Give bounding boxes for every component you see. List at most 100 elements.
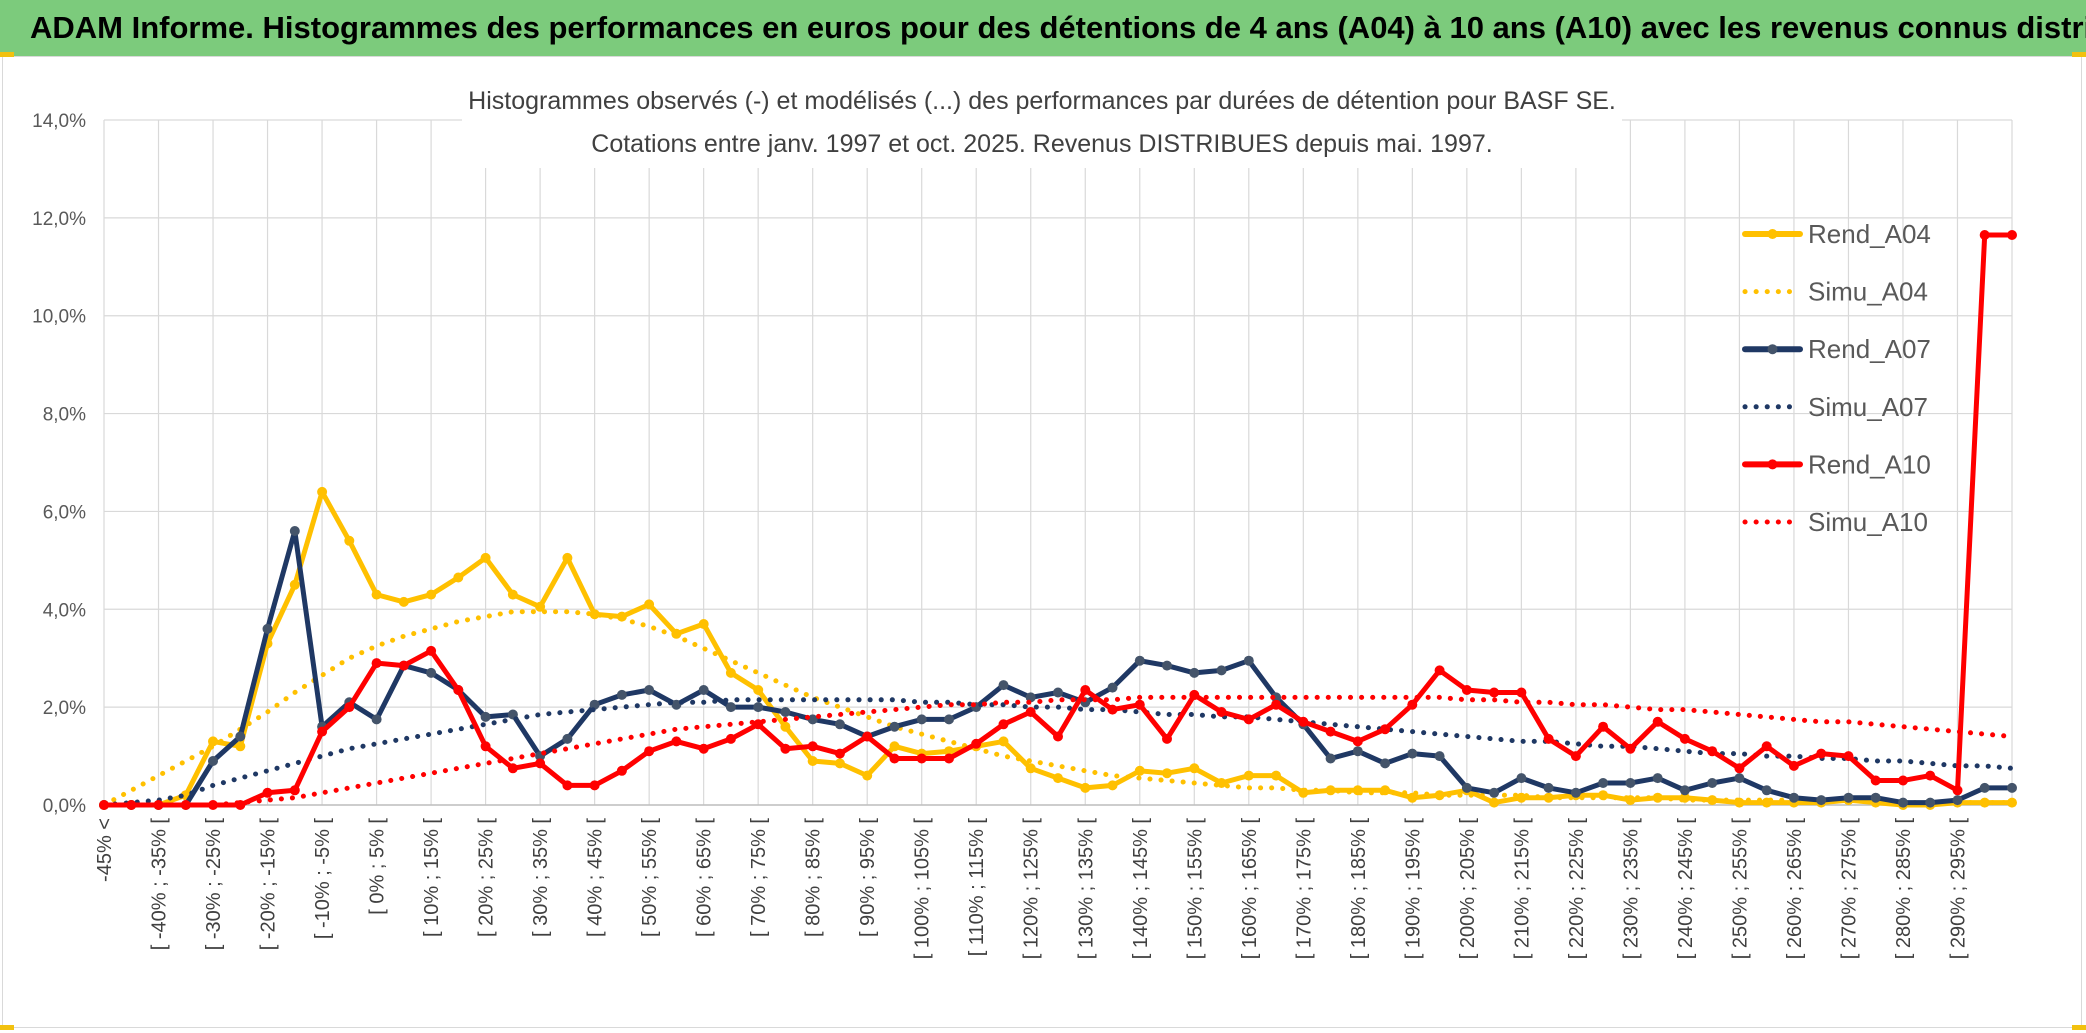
data-point (807, 741, 818, 752)
data-point (780, 743, 791, 754)
data-point (2007, 797, 2017, 808)
data-point (426, 667, 437, 678)
x-tick-label: [ 140% ; 145% [ (1130, 818, 1152, 960)
data-point (944, 753, 954, 764)
x-tick-label: [ 130% ; 135% [ (1075, 818, 1097, 960)
data-point (1325, 785, 1336, 796)
x-tick-label: [ 250% ; 255% [ (1729, 818, 1751, 960)
data-point (1189, 763, 1200, 774)
legend-label: Rend_A10 (1808, 449, 1931, 479)
x-tick-label: [ 270% ; 275% [ (1838, 818, 1860, 960)
x-tick-label: [ 70% ; 75% [ (748, 818, 770, 937)
legend-label: Simu_A10 (1808, 507, 1928, 537)
gridlines (103, 119, 2013, 806)
data-point (1080, 685, 1091, 695)
data-point (753, 685, 764, 695)
data-point (1652, 773, 1663, 784)
data-point (562, 552, 573, 563)
data-point (1271, 770, 1282, 781)
data-point (453, 572, 464, 583)
x-tick-label: [ 170% ; 175% [ (1293, 818, 1315, 960)
data-point (1407, 748, 1418, 759)
y-tick-label: 0,0% (43, 796, 86, 817)
data-point (1870, 775, 1881, 786)
y-tick-label: 4,0% (43, 600, 86, 621)
data-point (562, 780, 573, 791)
data-point (344, 702, 355, 713)
legend-item: Simu_A10 (1742, 507, 1928, 537)
x-tick-label: [ 40% ; 45% [ (585, 818, 607, 937)
legend-item: Rend_A04 (1742, 219, 1931, 249)
data-point (1707, 746, 1718, 757)
data-point (1952, 785, 1963, 796)
data-point (344, 535, 355, 546)
data-point (371, 589, 382, 600)
data-point (698, 743, 709, 754)
data-point (1080, 782, 1091, 793)
x-tick-label: [ 260% ; 265% [ (1784, 818, 1806, 960)
data-point (671, 736, 682, 747)
data-point (644, 599, 655, 610)
x-tick-label: [ 180% ; 185% [ (1348, 818, 1370, 960)
data-point (1380, 724, 1391, 735)
data-point (1053, 687, 1063, 698)
x-axis-tick-labels: -45% < [ -40% ; -35% [[ -30% ; -25% [[ -2… (94, 818, 1969, 960)
data-point (317, 486, 328, 497)
data-point (807, 756, 818, 766)
y-tick-label: 10,0% (32, 307, 86, 328)
data-point (1461, 685, 1472, 695)
data-point (944, 714, 954, 725)
data-point (235, 741, 246, 752)
chart-title-group: Histogrammes observés (-) et modélisés (… (462, 80, 1622, 168)
data-point (1134, 655, 1145, 666)
data-point (1025, 707, 1036, 717)
data-point (208, 736, 218, 747)
data-point (1134, 699, 1145, 710)
data-point (1489, 797, 1500, 808)
data-point (426, 645, 437, 656)
x-tick-label: [ -40% ; -35% [ (149, 818, 171, 951)
data-point (1216, 665, 1227, 676)
data-point (1788, 792, 1799, 803)
x-tick-label: [ 30% ; 35% [ (530, 818, 552, 937)
data-point (317, 726, 328, 737)
data-point (1298, 716, 1309, 727)
data-point (753, 702, 764, 713)
data-point (916, 753, 927, 764)
x-tick-label: [ -30% ; -25% [ (203, 818, 225, 951)
data-point (1380, 758, 1391, 769)
data-point (1461, 782, 1472, 793)
data-point (289, 526, 300, 536)
data-point (1707, 795, 1718, 806)
x-tick-label: [ 60% ; 65% [ (694, 818, 716, 937)
data-point (1788, 760, 1799, 771)
data-point (1407, 699, 1418, 710)
data-point (262, 787, 273, 798)
data-point (1189, 667, 1200, 678)
x-tick-label: [ 280% ; 285% [ (1893, 818, 1915, 960)
legend-item: Rend_A10 (1742, 449, 1931, 479)
data-point (725, 733, 736, 744)
series-line (101, 694, 2015, 808)
data-point (1025, 763, 1036, 774)
data-point (1898, 797, 1908, 808)
data-point (480, 552, 491, 563)
data-point (1870, 792, 1881, 803)
data-point (862, 770, 873, 781)
data-point (1598, 721, 1609, 732)
data-point (126, 800, 137, 810)
x-tick-label: [ 240% ; 245% [ (1675, 818, 1697, 960)
data-point (1979, 230, 1990, 240)
data-point (371, 658, 382, 669)
data-point (1243, 655, 1254, 666)
data-point (1162, 768, 1172, 779)
corner-marker-bottom-left (0, 1025, 14, 1030)
x-tick-label: [ 50% ; 55% [ (639, 818, 661, 937)
x-tick-label: [ 200% ; 205% [ (1457, 818, 1479, 960)
data-point (1625, 743, 1636, 754)
data-point (535, 758, 546, 769)
data-point (1162, 733, 1172, 744)
y-axis-tick-labels: 0,0% 2,0% 4,0% 6,0% 8,0% 10,0% 12,0% 14,0% (32, 111, 86, 817)
data-point (644, 685, 655, 695)
